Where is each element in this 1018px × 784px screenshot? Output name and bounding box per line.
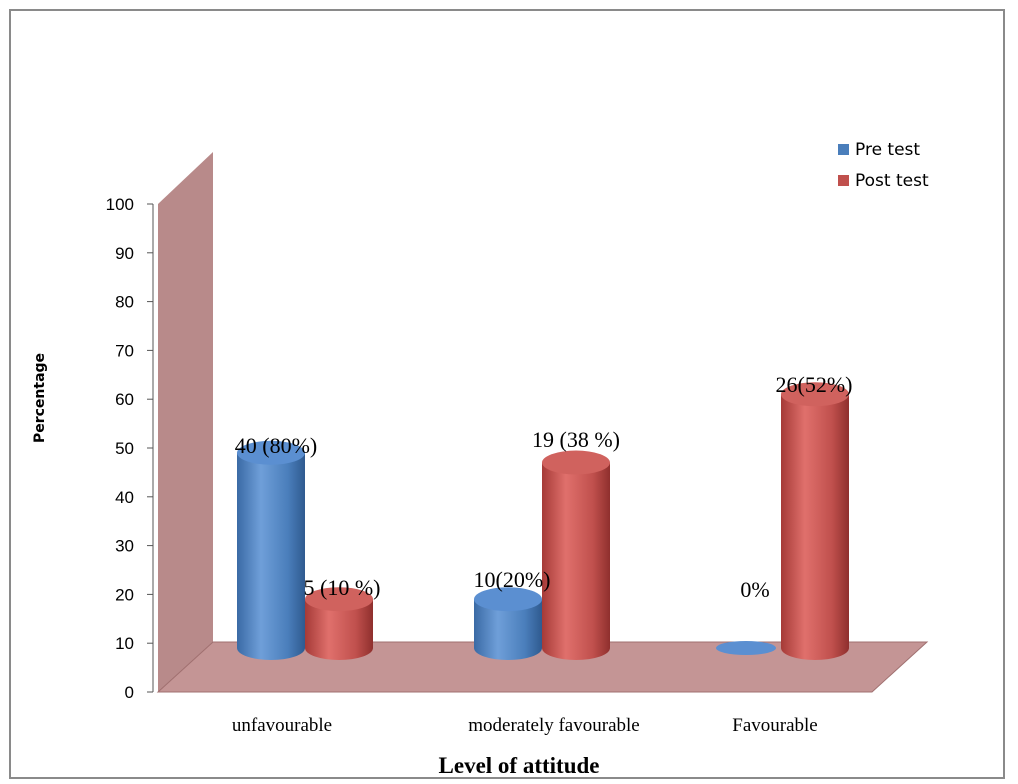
data-label-pre-test-0: 40 (80%)	[235, 433, 317, 458]
y-tick-label: 70	[115, 341, 134, 360]
y-tick-label: 40	[115, 488, 134, 507]
category-label-moderately-favourable: moderately favourable	[468, 715, 639, 736]
data-label-pre-test-1: 10(20%)	[474, 567, 551, 592]
data-labels: 40 (80%) 5 (10 %) 10(20%) 19 (38 %) 0% 26(52%…	[235, 372, 853, 602]
bars	[237, 382, 849, 660]
y-tick-label: 90	[115, 244, 134, 263]
y-tick-label: 10	[115, 634, 134, 653]
y-tick-label: 0	[125, 683, 134, 702]
legend: Pre test Post test	[838, 140, 929, 191]
legend-swatch-pre-test	[838, 144, 849, 155]
y-axis-title: Percentage	[32, 353, 48, 443]
data-label-pre-test-2: 0%	[740, 577, 769, 602]
bar-post-test-1	[542, 462, 610, 660]
bar-top-post-test-0	[305, 587, 373, 612]
legend-swatch-post-test	[838, 175, 849, 186]
bar-top-post-test-2	[781, 382, 849, 407]
bar-pre-test-0	[237, 452, 305, 660]
bar-post-test-0	[305, 599, 373, 660]
bar-pre-test-2	[716, 641, 776, 655]
data-label-post-test-2: 26(52%)	[776, 372, 853, 397]
y-tick-label: 80	[115, 293, 134, 312]
x-axis-title: Level of attitude	[439, 753, 600, 778]
legend-label-post-test: Post test	[855, 171, 929, 191]
y-tick-label: 30	[115, 537, 134, 556]
y-tick-label: 60	[115, 390, 134, 409]
bar-top-post-test-1	[542, 450, 610, 475]
legend-label-pre-test: Pre test	[855, 140, 920, 160]
y-tick-label: 100	[106, 195, 134, 214]
y-ticks: 0 10 20 30 40 50 60 70 80 90 100	[106, 195, 153, 702]
category-label-favourable: Favourable	[732, 715, 817, 736]
data-label-post-test-0: 5 (10 %)	[304, 575, 381, 600]
y-tick-label: 20	[115, 585, 134, 604]
data-label-post-test-1: 19 (38 %)	[532, 427, 620, 452]
back-wall	[158, 152, 213, 692]
category-label-unfavourable: unfavourable	[232, 715, 332, 736]
bar-pre-test-1	[474, 599, 542, 660]
bar-top-pre-test-0	[237, 440, 305, 465]
bar-post-test-2	[781, 394, 849, 660]
y-tick-label: 50	[115, 439, 134, 458]
category-labels: unfavourable moderately favourable Favou…	[232, 715, 818, 736]
bar-top-pre-test-1	[474, 587, 542, 612]
